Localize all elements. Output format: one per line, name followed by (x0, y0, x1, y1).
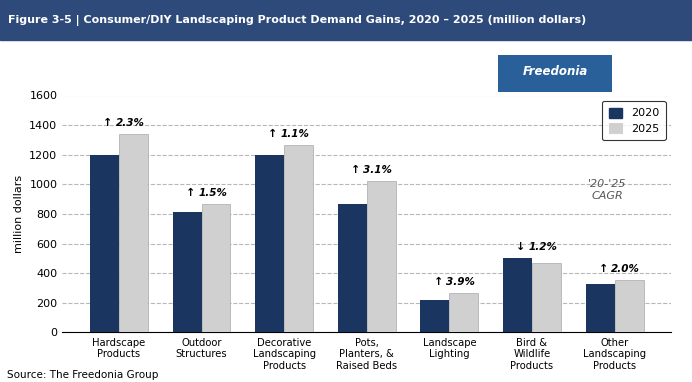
Legend: 2020, 2025: 2020, 2025 (602, 101, 666, 141)
Text: ↑: ↑ (185, 188, 195, 197)
Text: ↑: ↑ (268, 129, 277, 139)
Text: '20-'25
CAGR: '20-'25 CAGR (588, 180, 626, 201)
Text: ↑: ↑ (351, 165, 360, 175)
Bar (255, 155, 284, 332)
Bar (172, 212, 201, 332)
Bar (585, 284, 614, 332)
Y-axis label: million dollars: million dollars (14, 175, 24, 253)
Text: 1.1%: 1.1% (281, 129, 310, 139)
Bar (367, 181, 396, 332)
Text: ↑: ↑ (103, 118, 112, 128)
Bar (201, 204, 230, 332)
Text: ↓: ↓ (516, 243, 525, 253)
Text: ↑: ↑ (599, 264, 608, 274)
Text: 3.1%: 3.1% (363, 165, 392, 175)
Bar (421, 300, 449, 332)
Bar (338, 204, 367, 332)
Bar (449, 293, 478, 332)
Text: 3.9%: 3.9% (446, 277, 475, 287)
Text: Source: The Freedonia Group: Source: The Freedonia Group (7, 370, 158, 380)
Text: Figure 3-5 | Consumer/DIY Landscaping Product Demand Gains, 2020 – 2025 (million: Figure 3-5 | Consumer/DIY Landscaping Pr… (8, 15, 587, 26)
Text: ↑: ↑ (433, 277, 443, 287)
Bar (284, 145, 313, 332)
Bar (532, 263, 561, 332)
Text: Freedonia: Freedonia (522, 65, 588, 78)
Bar (614, 280, 644, 332)
Text: 2.0%: 2.0% (611, 264, 640, 274)
Bar (90, 155, 119, 332)
Bar (503, 258, 532, 332)
Bar (119, 134, 148, 332)
Text: 1.5%: 1.5% (198, 188, 227, 197)
Text: 2.3%: 2.3% (116, 118, 145, 128)
Text: 1.2%: 1.2% (529, 243, 558, 253)
